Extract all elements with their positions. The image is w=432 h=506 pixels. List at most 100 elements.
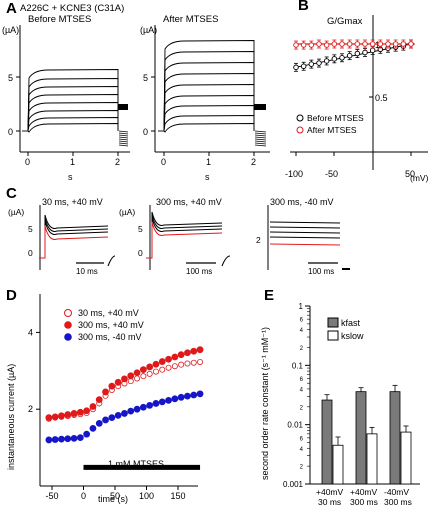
panel-a-left-xlabel: s xyxy=(68,172,73,182)
x-tick-label: -50 xyxy=(45,491,58,501)
trace xyxy=(39,225,109,259)
point-300ms-neg40 xyxy=(133,405,141,413)
panel-a-left-xtick-1: 1 xyxy=(70,157,75,167)
x-tick-label: 50 xyxy=(110,491,120,501)
point-300ms-pos40 xyxy=(139,366,147,374)
panel-b-ytick-1: 1 xyxy=(375,40,380,50)
point-300ms-pos40 xyxy=(190,347,198,355)
current-trace xyxy=(163,40,255,132)
tail-trace xyxy=(221,255,231,267)
y-minor-label: 6 xyxy=(300,318,304,324)
point-300ms-neg40 xyxy=(45,436,53,444)
bar-kfast xyxy=(321,399,333,485)
panel-a-right-xtick-2: 2 xyxy=(251,157,256,167)
tail-decay-trace xyxy=(254,132,267,135)
point-300ms-pos40 xyxy=(95,396,103,404)
panel-d-legend-2: 300 ms, +40 mV xyxy=(78,320,144,330)
y-minor-label: 4 xyxy=(300,328,304,334)
panel-a-title: A226C + KCNE3 (C31A) xyxy=(20,3,124,14)
current-trace xyxy=(27,86,119,132)
after-point xyxy=(408,41,414,47)
after-point xyxy=(293,42,299,48)
point-30ms-pos40 xyxy=(127,378,134,385)
point-300ms-neg40 xyxy=(146,401,154,409)
panel-c3-traces xyxy=(269,221,350,270)
panel-c3-scalebar-label: 100 ms xyxy=(308,267,334,276)
panel-label-a: A xyxy=(6,0,17,17)
panel-e-cat3-line2: 300 ms xyxy=(384,497,412,506)
point-300ms-pos40 xyxy=(127,372,135,380)
point-30ms-pos40 xyxy=(165,364,172,371)
current-trace xyxy=(163,73,255,132)
tail-decay-trace xyxy=(118,130,129,133)
point-300ms-pos40 xyxy=(177,351,185,359)
point-300ms-pos40 xyxy=(146,363,154,371)
point-30ms-pos40 xyxy=(171,363,178,370)
before-point xyxy=(331,56,338,62)
panel-c3-title: 300 ms, -40 mV xyxy=(270,197,334,207)
after-point xyxy=(339,41,345,47)
panel-c2-ytick-5: 5 xyxy=(138,224,143,234)
y-tick-label: 0.001 xyxy=(283,480,304,489)
point-300ms-neg40 xyxy=(58,435,65,443)
tail-decay-trace xyxy=(118,144,129,147)
panel-a-right-ytick-0: 0 xyxy=(143,127,148,137)
point-300ms-pos40 xyxy=(51,413,59,421)
tail-current-block xyxy=(254,104,266,110)
panel-b-legend-after: After MTSES xyxy=(307,125,357,135)
after-point xyxy=(354,41,361,47)
panel-a-right-ytick-5: 5 xyxy=(143,73,148,83)
panel-e-ylabel: second order rate constant (s⁻¹ mM⁻¹) xyxy=(260,327,270,480)
panel-e-ticks: 0.001 0.01 0.1 1 2 4 6 2 4 6 2 4 6 xyxy=(283,302,310,489)
panel-c1-ytick-5: 5 xyxy=(28,224,33,234)
tail-trace xyxy=(342,268,350,270)
bar-kslow xyxy=(400,431,412,485)
panel-label-b: B xyxy=(298,0,309,14)
tail-current-block xyxy=(118,104,128,110)
point-30ms-pos40 xyxy=(159,366,166,373)
y-minor-label: 4 xyxy=(300,387,304,393)
point-30ms-pos40 xyxy=(197,358,204,365)
current-trace xyxy=(27,117,119,132)
y-minor-label: 2 xyxy=(300,346,304,352)
panel-d-legend-marker-1 xyxy=(64,309,72,317)
before-point xyxy=(316,60,322,66)
point-300ms-neg40 xyxy=(114,411,122,419)
after-point xyxy=(308,42,315,48)
panel-label-d: D xyxy=(6,287,17,304)
panel-e-cat3-line1: -40mV xyxy=(384,487,409,497)
point-300ms-neg40 xyxy=(127,407,135,415)
y-tick-label: 1 xyxy=(299,302,304,311)
panel-c2-title: 300 ms, +40 mV xyxy=(156,197,222,207)
point-300ms-pos40 xyxy=(108,382,116,390)
y-minor-label: 6 xyxy=(300,436,304,442)
point-30ms-pos40 xyxy=(178,361,185,368)
point-300ms-neg40 xyxy=(177,393,185,401)
panel-a-left-ytick-0: 0 xyxy=(8,127,13,137)
y-tick-label: 2 xyxy=(28,404,33,414)
panel-c1-title: 30 ms, +40 mV xyxy=(42,197,103,207)
panel-a-right-traces xyxy=(158,40,267,147)
y-minor-label: 2 xyxy=(300,405,304,411)
before-point xyxy=(293,64,299,71)
current-trace xyxy=(163,123,255,133)
point-30ms-pos40 xyxy=(190,359,197,366)
panel-b-xunit: (mV) xyxy=(410,173,429,183)
point-300ms-neg40 xyxy=(83,430,91,438)
panel-c2-ytick-0: 0 xyxy=(138,248,143,258)
tail-decay-trace xyxy=(118,132,129,135)
point-300ms-pos40 xyxy=(114,378,122,386)
point-300ms-pos40 xyxy=(152,360,160,368)
point-300ms-neg40 xyxy=(70,434,78,442)
point-300ms-neg40 xyxy=(165,396,172,404)
panel-d-plot xyxy=(45,346,204,470)
point-30ms-pos40 xyxy=(152,368,159,375)
panel-a-right-subtitle: After MTSES xyxy=(163,14,218,25)
trace xyxy=(39,217,109,259)
point-300ms-neg40 xyxy=(89,424,97,432)
after-point xyxy=(392,41,399,47)
trace xyxy=(269,226,341,229)
current-trace xyxy=(27,123,119,133)
y-tick-label: 0.1 xyxy=(292,361,304,370)
